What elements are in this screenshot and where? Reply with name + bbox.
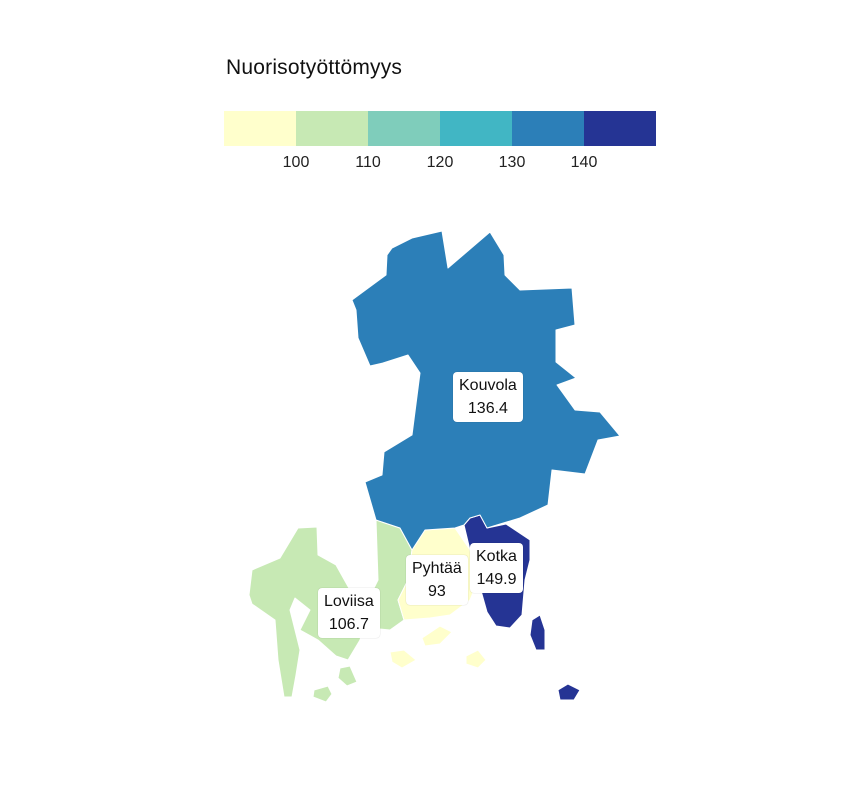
region-value: 149.9	[476, 571, 517, 588]
region-name: Kouvola	[459, 377, 517, 394]
legend-swatch	[224, 111, 296, 146]
legend-swatch	[584, 111, 656, 146]
region-value: 136.4	[467, 400, 508, 417]
region-label-pyhtaa: Pyhtää 93	[406, 555, 468, 605]
legend-swatch	[296, 111, 368, 146]
region-label-kotka: Kotka 149.9	[470, 543, 523, 593]
region-label-kouvola: Kouvola 136.4	[453, 372, 523, 422]
region-name: Pyhtää	[412, 560, 462, 577]
region-value: 106.7	[328, 616, 369, 633]
region-name: Kotka	[476, 548, 517, 565]
legend-tick-label: 130	[498, 154, 526, 171]
legend-swatch	[512, 111, 584, 146]
legend-tick-label: 140	[570, 154, 598, 171]
legend-swatch	[440, 111, 512, 146]
legend-tick-label: 100	[282, 154, 310, 171]
region-name: Loviisa	[324, 593, 374, 610]
region-label-loviisa: Loviisa 106.7	[318, 588, 380, 638]
legend-color-bar	[224, 111, 656, 146]
legend-swatch	[368, 111, 440, 146]
legend-title: Nuorisotyöttömyys	[226, 56, 403, 79]
region-value: 93	[428, 583, 446, 600]
legend-tick-label: 110	[355, 154, 381, 171]
legend-tick-label: 120	[426, 154, 454, 171]
